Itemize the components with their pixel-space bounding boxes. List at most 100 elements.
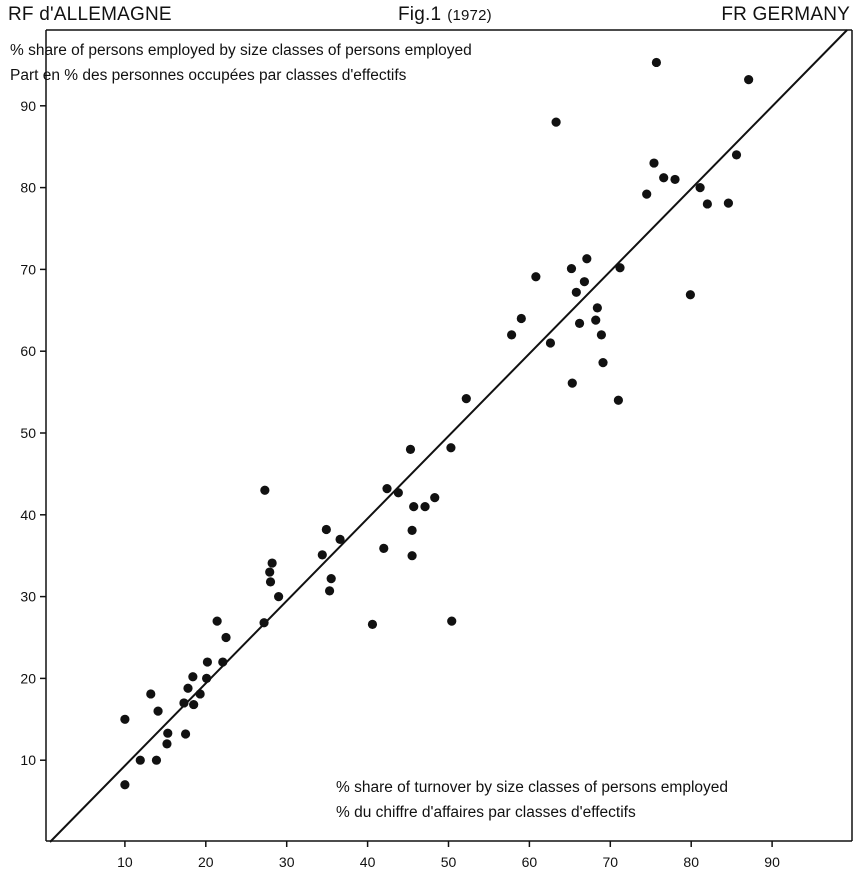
data-point: [382, 484, 392, 494]
data-point: [649, 158, 659, 168]
data-point: [731, 150, 742, 160]
x-tick-label: 30: [279, 854, 295, 870]
figure-label: Fig.1 (1972): [398, 4, 492, 26]
equality-line: [49, 29, 848, 843]
data-point: [317, 550, 327, 560]
figure-year: (1972): [447, 7, 492, 24]
data-point: [183, 683, 193, 693]
data-point: [420, 502, 430, 512]
data-point: [202, 673, 212, 684]
data-point: [335, 534, 345, 544]
x-tick-label: 90: [764, 854, 780, 870]
data-point: [189, 699, 199, 710]
data-point: [321, 524, 331, 535]
y-axis-label: % share of persons employed by size clas…: [10, 42, 472, 59]
y-tick-label: 40: [20, 507, 36, 523]
data-point: [407, 525, 417, 535]
data-point: [179, 698, 189, 708]
figure-number: Fig.1: [398, 4, 442, 25]
data-point: [651, 57, 662, 68]
x-axis-label-french: % du chiffre d'affaires par classes d'ef…: [336, 804, 636, 821]
data-point: [151, 755, 162, 765]
data-point: [265, 577, 276, 587]
data-point: [615, 263, 625, 273]
data-point: [516, 313, 526, 324]
data-point: [188, 672, 198, 682]
data-point: [274, 592, 284, 602]
data-point: [659, 173, 669, 183]
data-point: [551, 117, 561, 127]
data-point: [202, 657, 213, 667]
x-tick-label: 40: [360, 854, 376, 870]
data-point: [596, 330, 607, 340]
x-tick-label: 20: [198, 854, 214, 870]
x-tick-label: 70: [603, 854, 619, 870]
data-point: [592, 303, 602, 313]
data-point: [163, 728, 173, 738]
x-axis-ticks: 10 20 30 40 50 60 70 80 90: [117, 841, 780, 870]
y-axis-ticks: 10 20 30 40 50 60 70 80 90: [20, 98, 46, 768]
data-point: [507, 330, 517, 340]
data-point: [461, 394, 471, 404]
data-point: [218, 657, 228, 667]
data-point: [446, 443, 456, 453]
data-point: [379, 543, 389, 553]
y-tick-label: 30: [20, 589, 36, 605]
data-point: [260, 485, 270, 495]
data-point: [259, 618, 269, 628]
y-tick-label: 20: [20, 670, 36, 686]
data-point: [221, 632, 231, 643]
data-point: [571, 287, 581, 297]
data-point: [566, 263, 577, 274]
y-tick-label: 50: [20, 425, 36, 441]
data-point: [120, 780, 130, 790]
data-point: [120, 714, 130, 724]
data-point: [531, 272, 541, 282]
data-point: [326, 574, 336, 584]
x-tick-label: 50: [441, 854, 457, 870]
data-point: [212, 616, 222, 626]
data-point: [367, 619, 378, 630]
x-tick-label: 10: [117, 854, 133, 870]
x-axis-label: % share of turnover by size classes of p…: [336, 779, 728, 796]
y-axis-label-french: Part en % des personnes occupées par cla…: [10, 67, 407, 84]
data-point: [393, 488, 403, 498]
data-point: [324, 586, 335, 596]
data-point: [447, 616, 457, 626]
data-point: [153, 706, 163, 716]
data-point: [195, 689, 205, 699]
data-point: [613, 395, 623, 405]
data-point: [702, 199, 712, 209]
data-point: [135, 755, 145, 765]
data-point: [579, 277, 590, 287]
data-point: [162, 739, 172, 749]
y-tick-label: 60: [20, 343, 36, 359]
data-point: [723, 198, 734, 208]
x-tick-label: 60: [522, 854, 538, 870]
data-point: [685, 290, 695, 300]
data-point: [744, 75, 754, 85]
data-point: [567, 378, 577, 388]
data-point: [146, 689, 156, 699]
y-tick-label: 90: [20, 98, 36, 114]
data-point: [430, 493, 440, 503]
data-point: [591, 315, 601, 325]
data-point: [545, 338, 556, 348]
y-tick-label: 70: [20, 261, 36, 277]
data-point: [598, 358, 608, 368]
data-point: [405, 444, 416, 454]
header-left-title: RF d'ALLEMAGNE: [8, 4, 172, 25]
data-point: [582, 254, 592, 264]
data-point: [407, 551, 417, 561]
data-point: [180, 729, 191, 739]
data-point: [409, 502, 419, 512]
data-point: [642, 189, 652, 199]
data-points: [120, 57, 754, 790]
y-tick-label: 10: [20, 752, 36, 768]
data-point: [670, 174, 680, 185]
y-tick-label: 80: [20, 180, 36, 196]
data-point: [574, 318, 585, 328]
header-right-title: FR GERMANY: [721, 4, 850, 25]
data-point: [267, 558, 277, 568]
